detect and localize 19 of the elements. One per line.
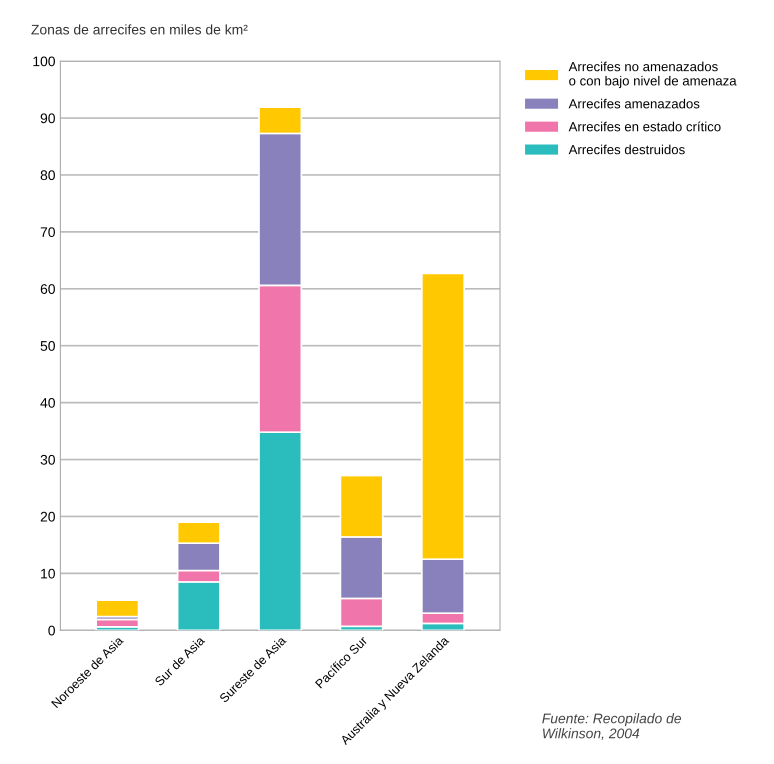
y-tick-label: 40	[40, 398, 55, 408]
y-tick-label: 60	[40, 284, 55, 294]
y-tick-label: 0	[48, 626, 55, 636]
source-note: Fuente: Recopilado de Wilkinson, 2004	[542, 713, 682, 740]
legend-label: Arrecifes no amenazados o con bajo nivel de amenaza	[568, 62, 737, 88]
y-tick-label: 30	[40, 454, 55, 465]
y-tick-label: 20	[40, 512, 55, 522]
x-tick-label: Sur de Asia	[154, 635, 206, 686]
y-tick-label: 90	[40, 113, 55, 124]
y-tick-label: 70	[40, 227, 55, 238]
y-tick-label: 50	[40, 341, 55, 351]
legend-label: Arrecifes en estado crítico	[568, 122, 721, 132]
bar	[95, 599, 140, 618]
legend-label: Arrecifes amenazados	[568, 98, 700, 108]
y-tick-label: 80	[40, 170, 55, 180]
y-axis-title: Zonas de arrecifes en miles de km²	[31, 24, 248, 35]
y-tick-label: 10	[41, 568, 55, 579]
legend-label: Arrecifes destruidos	[568, 144, 685, 154]
y-tick-label: 100	[33, 56, 55, 66]
